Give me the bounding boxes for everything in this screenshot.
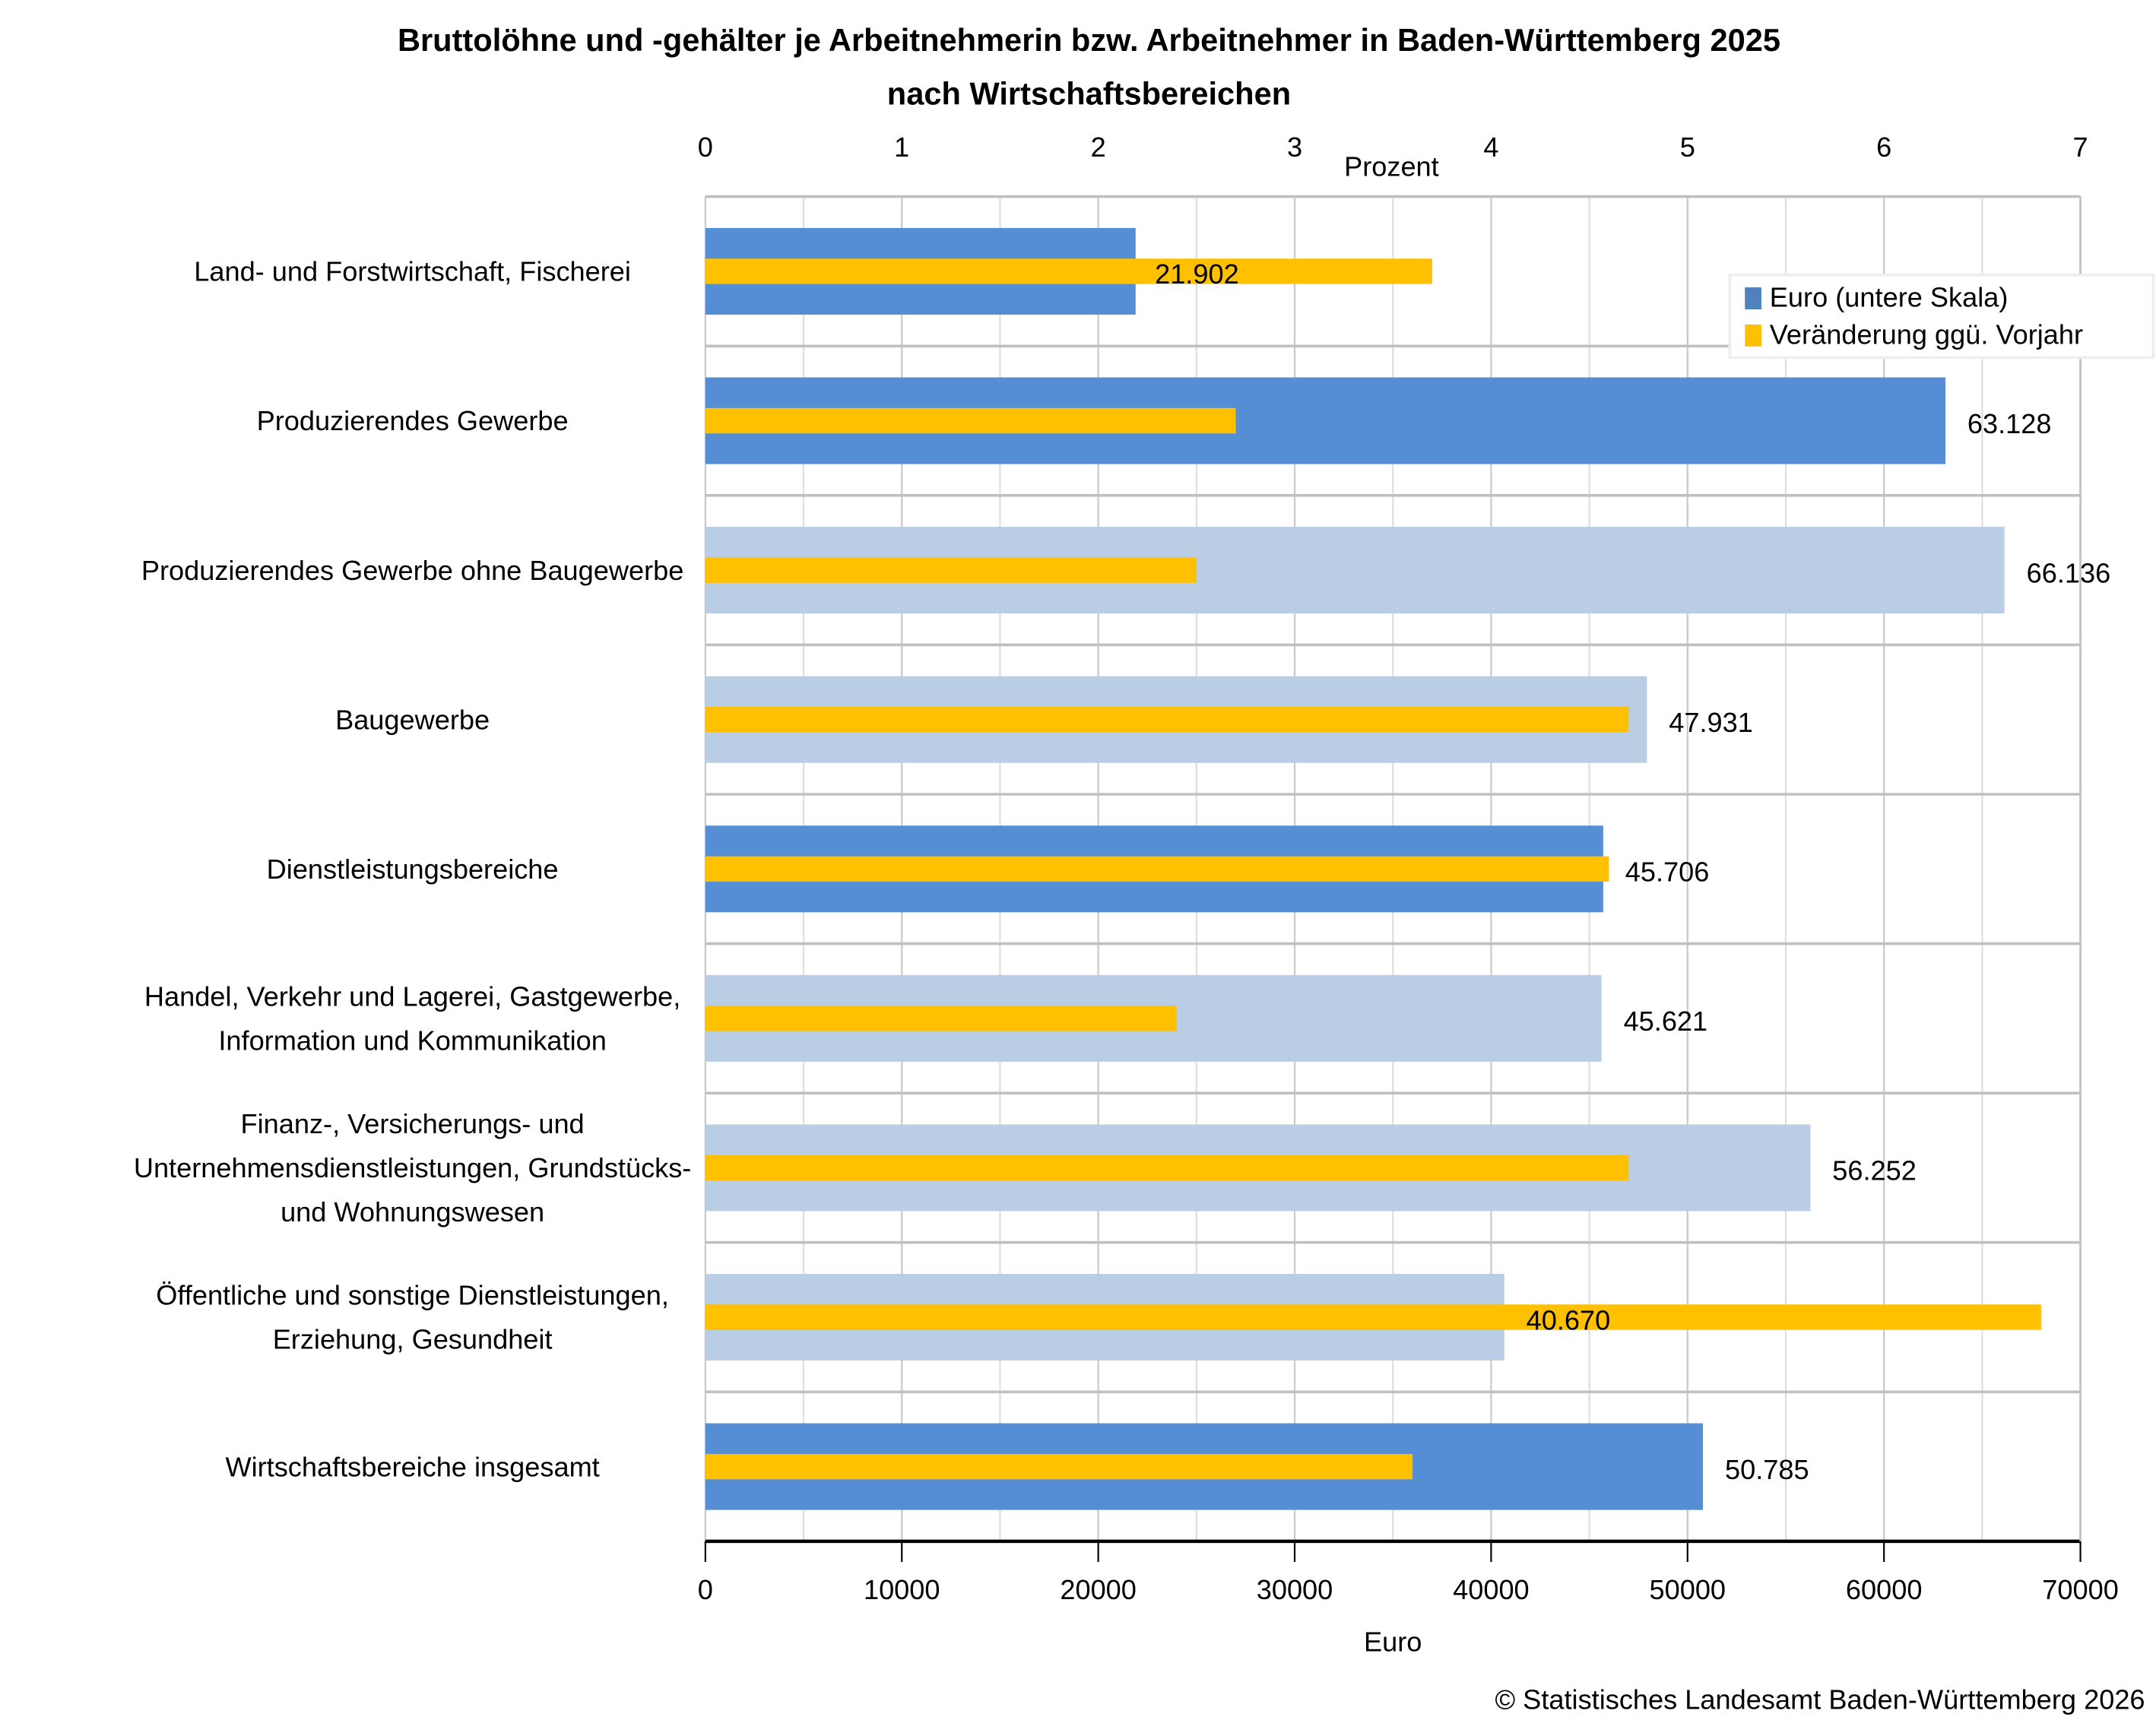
x-tick-label-top: 0 bbox=[698, 131, 713, 163]
legend-item-change: Veränderung ggü. Vorjahr bbox=[1745, 318, 2083, 353]
x-tick-label-bottom: 70000 bbox=[2042, 1574, 2119, 1605]
change-bar bbox=[705, 258, 1432, 284]
x-tick-label-top: 5 bbox=[1680, 131, 1695, 163]
category-label: und Wohnungswesen bbox=[281, 1196, 544, 1227]
category-label: Land- und Forstwirtschaft, Fischerei bbox=[194, 256, 631, 287]
x-axis-title-top: Prozent bbox=[1344, 151, 1439, 182]
x-tick-label-top: 7 bbox=[2073, 131, 2088, 163]
legend: Euro (untere Skala) Veränderung ggü. Vor… bbox=[1728, 273, 2155, 360]
change-bar bbox=[705, 1155, 1629, 1181]
category-label: Information und Kommunikation bbox=[218, 1025, 606, 1056]
change-bar bbox=[705, 1304, 2041, 1330]
x-tick-label-top: 2 bbox=[1091, 131, 1106, 163]
copyright-notice: © Statistisches Landesamt Baden-Württemb… bbox=[1495, 1685, 2145, 1716]
change-bar bbox=[705, 1006, 1177, 1031]
data-label: 56.252 bbox=[1832, 1155, 1917, 1186]
category-label: Produzierendes Gewerbe ohne Baugewerbe bbox=[141, 555, 684, 586]
data-label: 66.136 bbox=[2027, 557, 2111, 588]
category-label: Finanz-, Versicherungs- und bbox=[241, 1108, 585, 1139]
data-label: 50.785 bbox=[1725, 1454, 1809, 1485]
category-label: Erziehung, Gesundheit bbox=[273, 1324, 553, 1355]
x-tick-label-bottom: 40000 bbox=[1453, 1574, 1530, 1605]
category-label: Handel, Verkehr und Lagerei, Gastgewerbe… bbox=[144, 981, 680, 1012]
change-bar bbox=[705, 1453, 1413, 1480]
x-tick-label-bottom: 30000 bbox=[1257, 1574, 1333, 1605]
x-tick-label-bottom: 20000 bbox=[1060, 1574, 1137, 1605]
data-label: 45.706 bbox=[1625, 857, 1710, 888]
category-label: Unternehmensdienstleistungen, Grundstück… bbox=[134, 1152, 692, 1183]
category-label: Produzierendes Gewerbe bbox=[257, 405, 569, 436]
x-tick-label-top: 4 bbox=[1483, 131, 1498, 163]
x-tick-label-top: 6 bbox=[1876, 131, 1891, 163]
data-label: 47.931 bbox=[1669, 707, 1753, 738]
x-tick-label-top: 3 bbox=[1287, 131, 1302, 163]
category-label: Öffentliche und sonstige Dienstleistunge… bbox=[156, 1280, 669, 1311]
legend-item-euro: Euro (untere Skala) bbox=[1745, 280, 2008, 316]
data-label: 63.128 bbox=[1967, 408, 2052, 439]
chart-subtitle: nach Wirtschaftsbereichen bbox=[886, 75, 1292, 112]
x-tick-label-bottom: 50000 bbox=[1650, 1574, 1726, 1605]
x-tick-label-bottom: 10000 bbox=[864, 1574, 940, 1605]
change-bar bbox=[705, 557, 1197, 583]
legend-swatch-euro bbox=[1745, 287, 1761, 310]
x-tick-label-bottom: 0 bbox=[698, 1574, 713, 1605]
data-label: 21.902 bbox=[1155, 258, 1239, 290]
data-label: 45.621 bbox=[1624, 1006, 1708, 1037]
legend-swatch-change bbox=[1745, 324, 1761, 347]
change-bar bbox=[705, 407, 1236, 434]
legend-label-euro: Euro (untere Skala) bbox=[1769, 283, 2009, 314]
data-label: 40.670 bbox=[1527, 1304, 1611, 1335]
category-label: Baugewerbe bbox=[335, 704, 490, 735]
x-tick-label-top: 1 bbox=[894, 131, 909, 163]
change-bar bbox=[705, 856, 1609, 882]
category-label: Dienstleistungsbereiche bbox=[267, 854, 559, 885]
change-bar bbox=[705, 707, 1629, 733]
x-axis-title-bottom: Euro bbox=[1364, 1627, 1422, 1658]
legend-label-change: Veränderung ggü. Vorjahr bbox=[1769, 320, 2084, 351]
x-tick-label-bottom: 60000 bbox=[1846, 1574, 1923, 1605]
chart-title: Bruttolöhne und -gehälter je Arbeitnehme… bbox=[397, 21, 1781, 58]
category-label: Wirtschaftsbereiche insgesamt bbox=[225, 1451, 599, 1482]
